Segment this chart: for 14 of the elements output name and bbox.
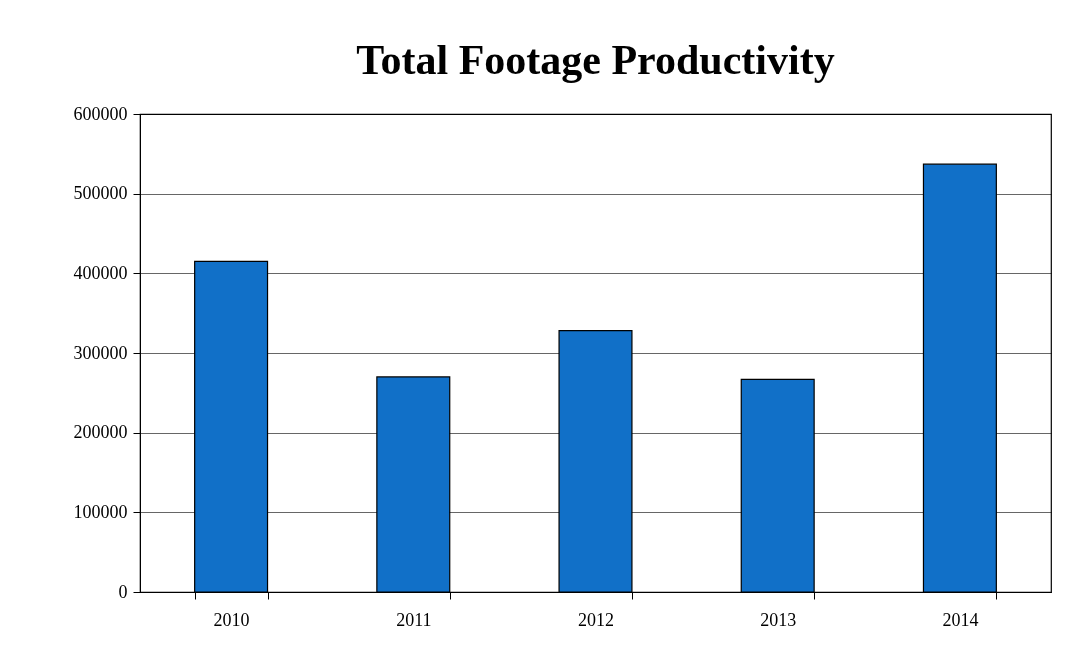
- chart-title: Total Footage Productivity: [356, 37, 835, 83]
- bar: [376, 376, 451, 593]
- y-tick-label: 200000: [73, 422, 128, 443]
- x-tick-label: 2010: [213, 609, 250, 630]
- x-tick-label: 2014: [942, 609, 979, 630]
- y-tick-label: 300000: [73, 342, 128, 363]
- y-tick-label: 0: [118, 581, 128, 602]
- y-tick-label: 400000: [73, 262, 128, 283]
- x-tick-label: 2012: [578, 609, 614, 630]
- x-tick-label: 2013: [760, 609, 797, 630]
- x-tick-label: 2011: [396, 609, 432, 630]
- y-tick-label: 600000: [73, 103, 128, 124]
- y-tick-label: 500000: [73, 183, 128, 204]
- y-tick-label: 100000: [73, 501, 128, 522]
